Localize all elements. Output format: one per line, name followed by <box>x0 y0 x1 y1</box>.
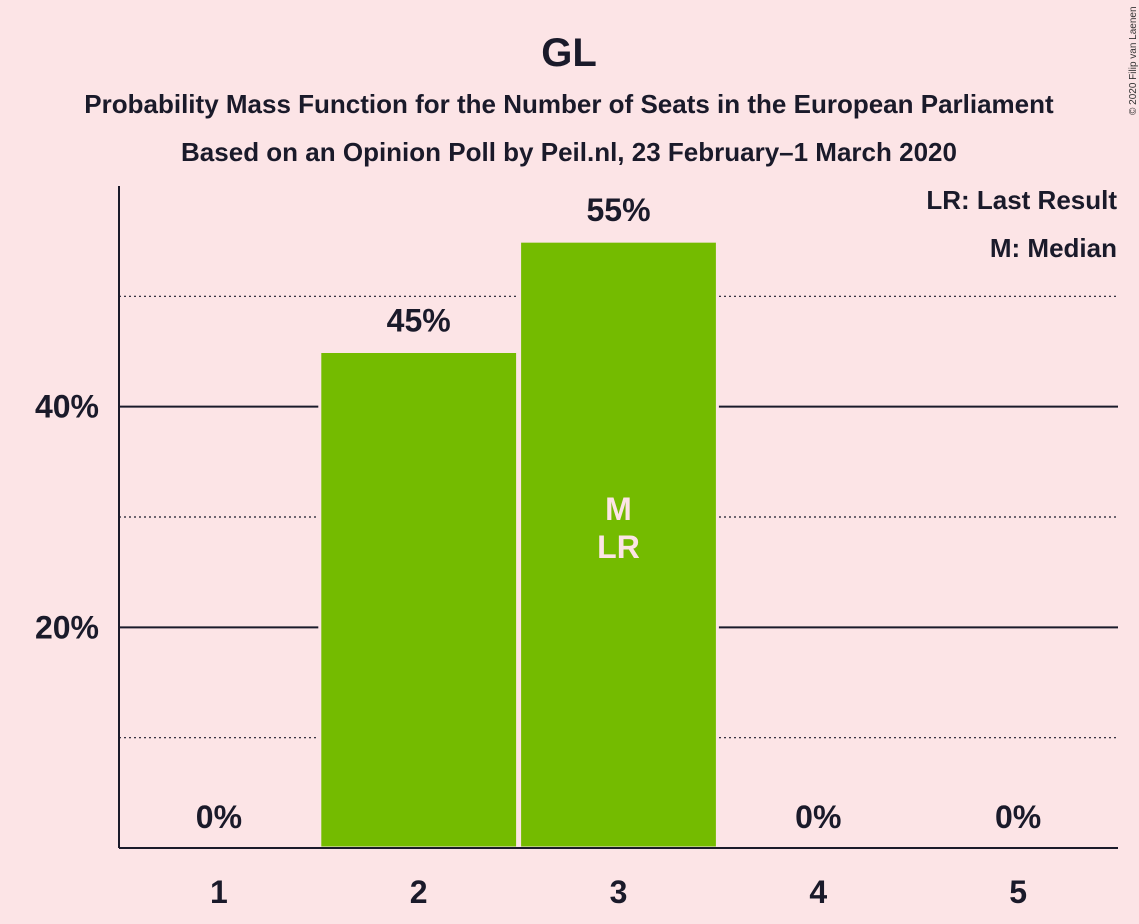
bar-annotation: M <box>605 491 632 527</box>
x-tick-label: 3 <box>610 874 628 910</box>
bar <box>318 350 520 850</box>
data-label: 45% <box>387 303 451 339</box>
x-tick-label: 2 <box>410 874 428 910</box>
x-tick-label: 1 <box>210 874 228 910</box>
x-tick-label: 5 <box>1009 874 1027 910</box>
data-label: 55% <box>586 192 650 228</box>
bars <box>318 239 719 850</box>
axes <box>118 186 1118 849</box>
bar <box>518 239 719 850</box>
legend-median: M: Median <box>990 233 1117 263</box>
copyright-notice: © 2020 Filip van Laenen <box>1128 6 1139 115</box>
bar-annotation: LR <box>597 529 640 565</box>
data-label: 0% <box>995 799 1041 835</box>
data-label: 0% <box>795 799 841 835</box>
chart-subtitle: Probability Mass Function for the Number… <box>84 89 1054 119</box>
chart-title: GL <box>541 31 597 75</box>
y-tick-label: 20% <box>35 609 99 645</box>
x-tick-label: 4 <box>809 874 827 910</box>
legend-last-result: LR: Last Result <box>926 185 1117 215</box>
y-tick-label: 40% <box>35 389 99 425</box>
chart-subtitle-source: Based on an Opinion Poll by Peil.nl, 23 … <box>181 137 957 167</box>
data-label: 0% <box>196 799 242 835</box>
